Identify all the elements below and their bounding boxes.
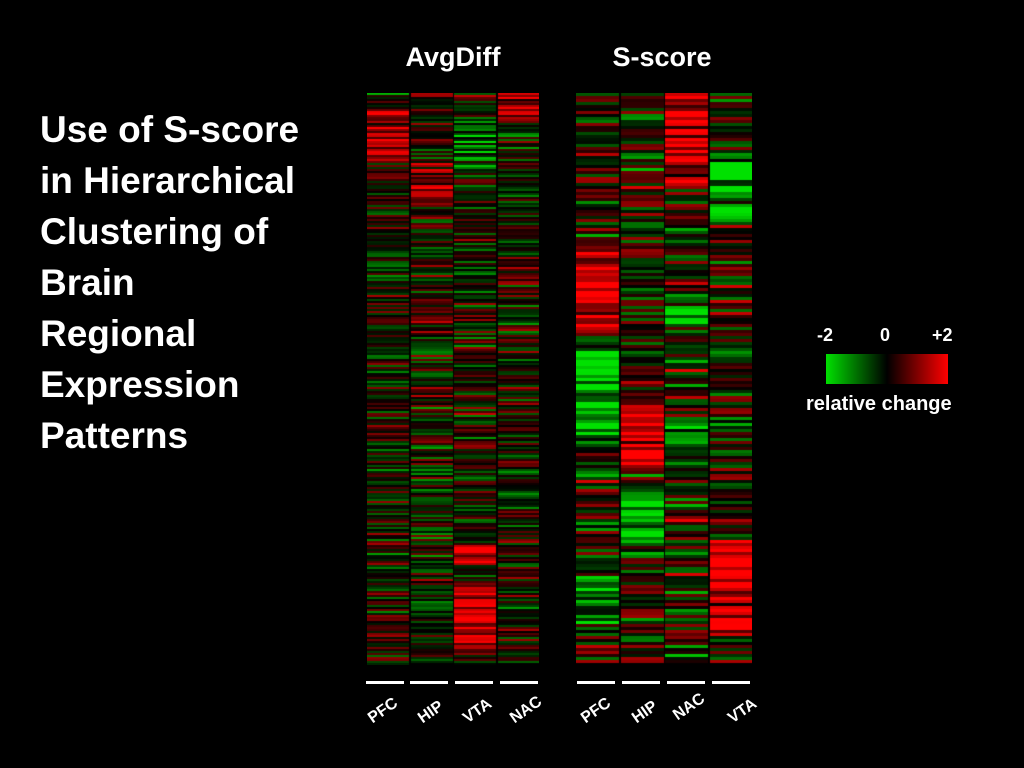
sscore-col-bar-hip	[622, 681, 660, 684]
avgdiff-col-bar-vta	[455, 681, 493, 684]
avgdiff-col-label-nac: NAC	[507, 693, 546, 727]
avgdiff-col-bar-hip	[410, 681, 448, 684]
avgdiff-col-label-vta: VTA	[460, 695, 495, 727]
sscore-panel-title: S-score	[612, 42, 712, 72]
sscore-col-label-nac: NAC	[670, 690, 709, 724]
legend-tick-mid: 0	[880, 325, 891, 345]
avgdiff-panel-title: AvgDiff	[405, 42, 501, 72]
legend-color-bar	[826, 354, 948, 384]
sscore-col-bar-pfc	[577, 681, 615, 684]
legend-tick-min: -2	[817, 325, 834, 345]
slide-title: Use of S-score in Hierarchical Clusterin…	[40, 109, 300, 456]
sscore-col-label-pfc: PFC	[578, 694, 614, 727]
legend-tick-max: +2	[932, 325, 953, 345]
sscore-col-bar-vta	[712, 681, 750, 684]
avgdiff-col-label-hip: HIP	[415, 697, 447, 727]
avgdiff-col-bar-pfc	[366, 681, 404, 684]
sscore-heatmap	[576, 93, 752, 665]
avgdiff-col-bar-nac	[500, 681, 538, 684]
avgdiff-heatmap	[367, 93, 539, 665]
sscore-col-label-vta: VTA	[725, 695, 760, 727]
avgdiff-col-label-pfc: PFC	[365, 694, 401, 727]
sscore-col-label-hip: HIP	[629, 697, 661, 727]
legend-caption: relative change	[806, 393, 952, 415]
sscore-col-bar-nac	[667, 681, 705, 684]
